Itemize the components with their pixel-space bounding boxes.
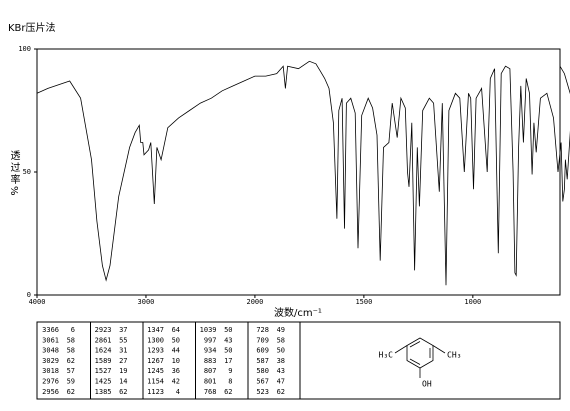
peak-transmittance: 42 [172, 378, 180, 386]
peak-wavenumber: 3366 [42, 326, 59, 334]
peak-transmittance: 6 [71, 326, 75, 334]
peak-wavenumber: 883 [204, 357, 217, 365]
x-tick-label: 3000 [138, 298, 155, 306]
peak-wavenumber: 2923 [95, 326, 112, 334]
peak-wavenumber: 1624 [95, 347, 112, 355]
structure-label: H₃C [379, 351, 394, 360]
peak-transmittance: 36 [172, 367, 180, 375]
peak-wavenumber: 1385 [95, 388, 112, 396]
peak-transmittance: 43 [224, 336, 232, 344]
spectrum-line [36, 60, 570, 286]
peak-wavenumber: 3048 [42, 347, 59, 355]
y-tick-label: 100 [18, 45, 31, 53]
peak-wavenumber: 934 [204, 347, 217, 355]
double-bond [409, 341, 421, 348]
x-axis-label: 波数/cm⁻¹ [274, 306, 322, 319]
x-tick-label: 1500 [355, 298, 372, 306]
peak-wavenumber: 728 [256, 326, 269, 334]
structure-label: CH₃ [447, 351, 461, 360]
peak-wavenumber: 3061 [42, 336, 59, 344]
chart-title: KBr压片法 [8, 21, 56, 34]
peak-wavenumber: 1039 [200, 326, 217, 334]
peak-wavenumber: 997 [204, 336, 217, 344]
peak-wavenumber: 709 [256, 336, 269, 344]
x-tick-label: 1000 [464, 298, 481, 306]
bond [394, 345, 408, 354]
peak-transmittance: 37 [119, 326, 127, 334]
peak-transmittance: 47 [277, 378, 285, 386]
peak-wavenumber: 1300 [147, 336, 164, 344]
plot-frame [36, 48, 561, 296]
peak-wavenumber: 609 [256, 347, 269, 355]
peak-wavenumber: 1347 [147, 326, 164, 334]
peak-wavenumber: 807 [204, 367, 217, 375]
peak-transmittance: 58 [67, 336, 75, 344]
peak-wavenumber: 801 [204, 378, 217, 386]
peak-wavenumber: 567 [256, 378, 269, 386]
peak-transmittance: 9 [228, 367, 232, 375]
peak-transmittance: 50 [277, 347, 285, 355]
peak-transmittance: 4 [176, 388, 180, 396]
y-tick-label: 50 [23, 168, 31, 176]
peak-transmittance: 8 [228, 378, 232, 386]
peak-wavenumber: 523 [256, 388, 269, 396]
peak-wavenumber: 1293 [147, 347, 164, 355]
peak-transmittance: 62 [67, 388, 75, 396]
peak-wavenumber: 1267 [147, 357, 164, 365]
peak-wavenumber: 768 [204, 388, 217, 396]
peak-transmittance: 50 [224, 347, 232, 355]
table-frame [36, 321, 561, 400]
peak-transmittance: 14 [119, 378, 127, 386]
peak-transmittance: 59 [67, 378, 75, 386]
peak-wavenumber: 580 [256, 367, 269, 375]
peak-transmittance: 62 [224, 388, 232, 396]
peak-transmittance: 38 [277, 357, 285, 365]
peak-wavenumber: 1245 [147, 367, 164, 375]
peak-wavenumber: 1425 [95, 378, 112, 386]
structure [394, 337, 446, 378]
y-axis-label: 透过率% [8, 150, 20, 198]
peak-wavenumber: 2956 [42, 388, 59, 396]
peak-wavenumber: 1527 [95, 367, 112, 375]
peak-transmittance: 27 [119, 357, 127, 365]
peak-transmittance: 44 [172, 347, 180, 355]
peak-transmittance: 58 [277, 336, 285, 344]
peak-transmittance: 31 [119, 347, 127, 355]
peak-wavenumber: 2861 [95, 336, 112, 344]
peak-wavenumber: 2976 [42, 378, 59, 386]
structure-label: OH [422, 380, 432, 389]
x-tick-label: 4000 [29, 298, 46, 306]
peak-wavenumber: 3018 [42, 367, 59, 375]
y-tick-label: 0 [27, 291, 31, 299]
peak-wavenumber: 587 [256, 357, 269, 365]
peak-wavenumber: 1154 [147, 378, 164, 386]
peak-transmittance: 49 [277, 326, 285, 334]
peak-transmittance: 57 [67, 367, 75, 375]
peak-wavenumber: 1589 [95, 357, 112, 365]
peak-transmittance: 19 [119, 367, 127, 375]
double-bond [409, 358, 421, 365]
peak-wavenumber: 3029 [42, 357, 59, 365]
peak-transmittance: 62 [67, 357, 75, 365]
peak-transmittance: 62 [119, 388, 127, 396]
peak-transmittance: 17 [224, 357, 232, 365]
x-tick-label: 2000 [246, 298, 263, 306]
peak-wavenumber: 1123 [147, 388, 164, 396]
benzene-ring [406, 337, 434, 369]
peak-transmittance: 55 [119, 336, 127, 344]
peak-transmittance: 10 [172, 357, 180, 365]
peak-transmittance: 43 [277, 367, 285, 375]
bond [432, 345, 446, 354]
peak-transmittance: 62 [277, 388, 285, 396]
peak-transmittance: 64 [172, 326, 180, 334]
peak-transmittance: 50 [172, 336, 180, 344]
peak-transmittance: 58 [67, 347, 75, 355]
peak-transmittance: 50 [224, 326, 232, 334]
